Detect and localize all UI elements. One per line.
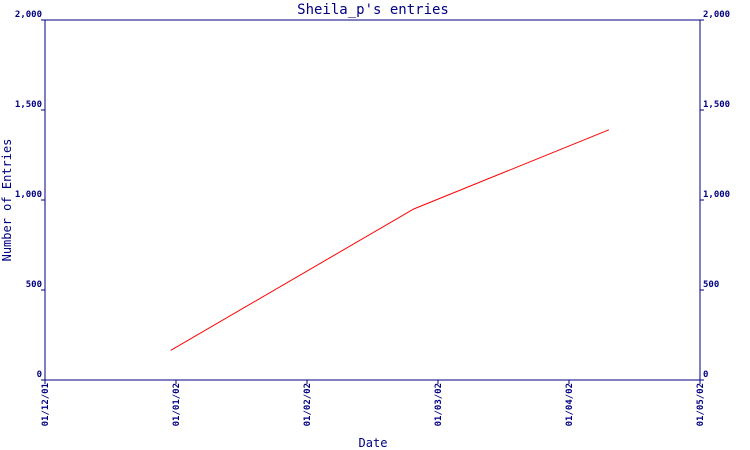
x-axis-label: Date	[359, 436, 388, 450]
y-tick-label-right: 0	[703, 370, 708, 380]
y-tick-label-left: 2,000	[15, 10, 42, 20]
y-tick-label-left: 1,000	[15, 190, 42, 200]
y-tick-label-left: 0	[37, 370, 42, 380]
y-tick-label-right: 500	[703, 280, 719, 290]
plot-area-frame	[44, 19, 701, 381]
y-tick-label-right: 2,000	[703, 10, 730, 20]
y-axis-label: Number of Entries	[0, 139, 14, 262]
x-tick-label: 01/04/02	[565, 383, 575, 426]
x-tick-label: 01/02/02	[303, 383, 313, 426]
axis-ticks: 0 0 500 500 1,000 1,000 1,500 1,500 2,000 2,000 01…	[15, 10, 730, 426]
series-line	[170, 129, 610, 351]
x-tick-label: 01/05/02	[696, 383, 706, 426]
y-tick-label-right: 1,000	[703, 190, 730, 200]
y-tick-label-left: 1,500	[15, 100, 42, 110]
series-layer	[170, 129, 610, 351]
x-tick-label: 01/12/01	[41, 383, 51, 426]
y-tick-label-right: 1,500	[703, 100, 730, 110]
x-tick-label: 01/03/02	[434, 383, 444, 426]
chart-title: Sheila_p's entries	[297, 2, 449, 18]
x-tick-label: 01/01/02	[172, 383, 182, 426]
y-tick-label-left: 500	[26, 280, 42, 290]
